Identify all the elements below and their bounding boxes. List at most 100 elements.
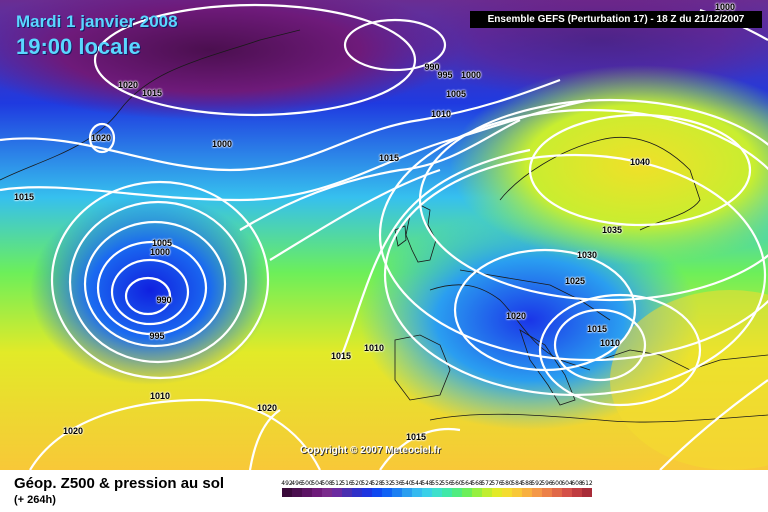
scale-value: 524	[361, 480, 373, 487]
scale-step: 572	[481, 479, 493, 497]
scale-swatch	[322, 488, 332, 497]
scale-value: 608	[571, 480, 583, 487]
model-run-info: Ensemble GEFS (Perturbation 17) - 18 Z d…	[470, 11, 762, 28]
isobar-label: 1015	[586, 324, 608, 334]
scale-step: 596	[541, 479, 553, 497]
scale-value: 548	[421, 480, 433, 487]
scale-swatch	[502, 488, 512, 497]
copyright-notice: Copyright © 2007 Meteociel.fr	[300, 445, 441, 456]
scale-step: 540	[401, 479, 413, 497]
isobar-label: 1010	[149, 391, 171, 401]
scale-value: 520	[351, 480, 363, 487]
scale-swatch	[482, 488, 492, 497]
scale-step: 568	[471, 479, 483, 497]
scale-value: 612	[581, 480, 593, 487]
scale-value: 512	[331, 480, 343, 487]
scale-swatch	[412, 488, 422, 497]
scale-swatch	[332, 488, 342, 497]
scale-swatch	[562, 488, 572, 497]
scale-value: 540	[401, 480, 413, 487]
forecast-lead-time: (+ 264h)	[14, 494, 56, 506]
scale-step: 536	[391, 479, 403, 497]
isobar-label: 1020	[505, 311, 527, 321]
scale-step: 608	[571, 479, 583, 497]
scale-swatch	[292, 488, 302, 497]
scale-swatch	[382, 488, 392, 497]
scale-value: 544	[411, 480, 423, 487]
scale-value: 536	[391, 480, 403, 487]
scale-step: 512	[331, 479, 343, 497]
scale-value: 516	[341, 480, 353, 487]
scale-swatch	[302, 488, 312, 497]
scale-swatch	[552, 488, 562, 497]
scale-step: 544	[411, 479, 423, 497]
isobar-label: 1005	[151, 238, 173, 248]
isobar-label: 1025	[564, 276, 586, 286]
scale-value: 604	[561, 480, 573, 487]
scale-swatch	[362, 488, 372, 497]
isobar-label: 1000	[211, 139, 233, 149]
isobar-label: 990	[156, 295, 172, 305]
scale-value: 572	[481, 480, 493, 487]
legend-footer: Géop. Z500 & pression au sol (+ 264h) 49…	[0, 470, 768, 512]
isobar-label: 1010	[599, 338, 621, 348]
scale-value: 560	[451, 480, 463, 487]
scale-step: 576	[491, 479, 503, 497]
scale-step: 496	[291, 479, 303, 497]
scale-step: 600	[551, 479, 563, 497]
scale-swatch	[422, 488, 432, 497]
scale-value: 508	[321, 480, 333, 487]
isobar-label: 995	[149, 331, 165, 341]
scale-swatch	[282, 488, 292, 497]
scale-value: 576	[491, 480, 503, 487]
scale-swatch	[462, 488, 472, 497]
isobar-label: 1010	[363, 343, 385, 353]
field-description: Géop. Z500 & pression au sol	[14, 475, 225, 492]
scale-step: 516	[341, 479, 353, 497]
scale-swatch	[512, 488, 522, 497]
isobar-label: 1000	[714, 2, 736, 12]
isobar-label: 1040	[629, 157, 651, 167]
scale-swatch	[472, 488, 482, 497]
map-panel: Mardi 1 janvier 2008 19:00 locale Ensemb…	[0, 0, 768, 470]
isobar-label: 1010	[430, 109, 452, 119]
color-scale: 492 496 500 504 508 512 516 520 524 528 532 536 540 5…	[281, 479, 593, 497]
scale-value: 580	[501, 480, 513, 487]
scale-step: 532	[381, 479, 393, 497]
scale-swatch	[532, 488, 542, 497]
scale-step: 492	[281, 479, 293, 497]
scale-step: 552	[431, 479, 443, 497]
isobar-label: 1020	[256, 403, 278, 413]
scale-step: 524	[361, 479, 373, 497]
scale-value: 596	[541, 480, 553, 487]
scale-value: 568	[471, 480, 483, 487]
scale-value: 496	[291, 480, 303, 487]
scale-step: 604	[561, 479, 573, 497]
scale-step: 504	[311, 479, 323, 497]
scale-step: 548	[421, 479, 433, 497]
scale-swatch	[432, 488, 442, 497]
scale-swatch	[452, 488, 462, 497]
scale-value: 528	[371, 480, 383, 487]
scale-swatch	[542, 488, 552, 497]
scale-value: 492	[281, 480, 293, 487]
scale-value: 588	[521, 480, 533, 487]
isobar-label: 995	[437, 70, 453, 80]
forecast-local-time: 19:00 locale	[16, 34, 141, 59]
scale-step: 560	[451, 479, 463, 497]
scale-step: 528	[371, 479, 383, 497]
isobar-label: 1015	[330, 351, 352, 361]
scale-step: 500	[301, 479, 313, 497]
scale-swatch	[392, 488, 402, 497]
isobar-label: 1020	[62, 426, 84, 436]
scale-swatch	[402, 488, 412, 497]
scale-swatch	[572, 488, 582, 497]
scale-step: 564	[461, 479, 473, 497]
isobar-label: 1000	[460, 70, 482, 80]
isobar-label: 990	[424, 62, 440, 72]
scale-value: 556	[441, 480, 453, 487]
isobar-label: 1015	[405, 432, 427, 442]
scale-step: 508	[321, 479, 333, 497]
isobar-label: 1005	[445, 89, 467, 99]
